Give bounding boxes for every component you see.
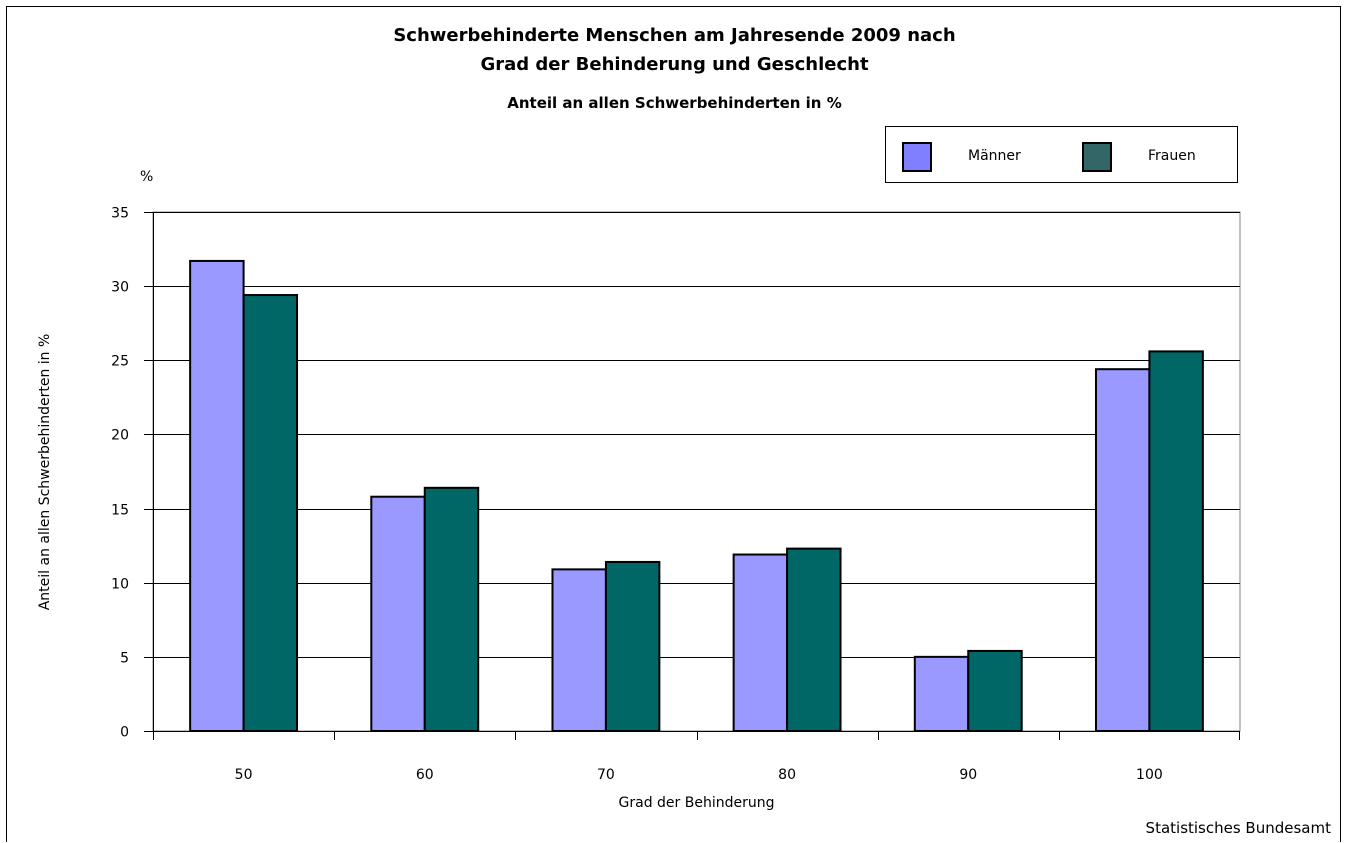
y-tick-label: 10 xyxy=(111,577,129,593)
chart-title: Schwerbehinderte Menschen am Jahresende … xyxy=(393,25,956,46)
y-tick-label: 0 xyxy=(120,725,129,741)
y-tick-label: 25 xyxy=(111,354,129,370)
legend-swatch-maenner xyxy=(902,142,932,172)
y-tick-label: 20 xyxy=(111,428,129,444)
legend-label-maenner: Männer xyxy=(968,148,1021,164)
legend-label-frauen: Frauen xyxy=(1148,148,1196,164)
bar-frauen xyxy=(604,560,661,732)
bar-maenner xyxy=(370,495,426,732)
bar-frauen xyxy=(967,649,1023,733)
x-tick-label: 60 xyxy=(416,767,434,783)
x-axis-title: Grad der Behinderung xyxy=(618,795,775,811)
y-tick-label: 35 xyxy=(111,206,129,222)
legend-swatch-frauen xyxy=(1082,142,1112,172)
bar-maenner xyxy=(189,259,245,732)
bar-frauen xyxy=(786,547,842,733)
source-note: Statistisches Bundesamt xyxy=(1145,819,1331,837)
y-unit-label: % xyxy=(140,169,154,185)
chart-title-line2: Grad der Behinderung und Geschlecht xyxy=(480,54,869,75)
bar-frauen xyxy=(1148,350,1204,732)
bar-maenner xyxy=(1094,368,1151,732)
plot-area xyxy=(152,211,1241,732)
x-tick-label: 70 xyxy=(597,767,615,783)
bar-maenner xyxy=(732,553,789,732)
bar-frauen xyxy=(242,294,299,732)
bar-frauen xyxy=(423,486,480,732)
bar-maenner xyxy=(913,655,970,732)
bar-maenner xyxy=(551,568,607,733)
x-tick-label: 90 xyxy=(959,767,977,783)
x-tick-label: 80 xyxy=(778,767,796,783)
x-tick-label: 100 xyxy=(1136,767,1163,783)
y-tick-label: 15 xyxy=(111,503,129,519)
y-tick-label: 5 xyxy=(120,651,129,667)
legend: Männer Frauen xyxy=(885,126,1238,183)
chart-subtitle: Anteil an allen Schwerbehinderten in % xyxy=(507,94,842,112)
y-tick-label: 30 xyxy=(111,280,129,296)
x-tick-label: 50 xyxy=(235,767,253,783)
